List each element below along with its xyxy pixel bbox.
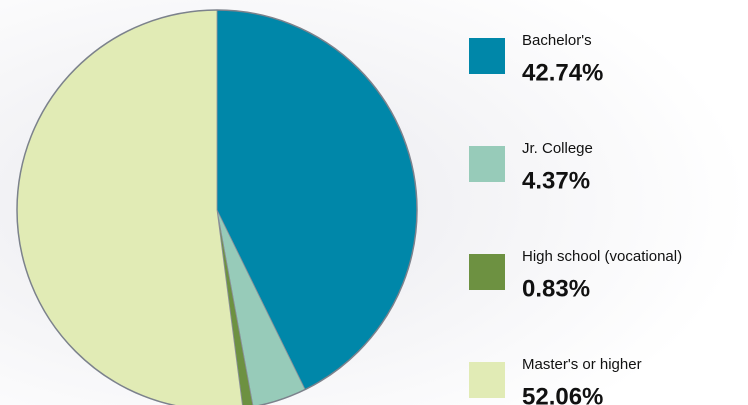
legend-swatch <box>469 146 505 182</box>
legend-label: Jr. College <box>522 140 593 157</box>
pie <box>16 9 418 405</box>
legend-swatch <box>469 254 505 290</box>
legend-label: High school (vocational) <box>522 248 682 265</box>
legend-value: 4.37% <box>522 167 590 194</box>
pie-outline <box>16 9 418 405</box>
legend-value: 52.06% <box>522 383 603 405</box>
legend-swatch <box>469 362 505 398</box>
legend-label: Bachelor's <box>522 32 592 49</box>
legend-swatch <box>469 38 505 74</box>
legend-label: Master's or higher <box>522 356 642 373</box>
legend-value: 0.83% <box>522 275 590 302</box>
legend: Bachelor's 42.74% Jr. College 4.37% High sch… <box>469 32 682 405</box>
legend-value: 42.74% <box>522 59 603 86</box>
